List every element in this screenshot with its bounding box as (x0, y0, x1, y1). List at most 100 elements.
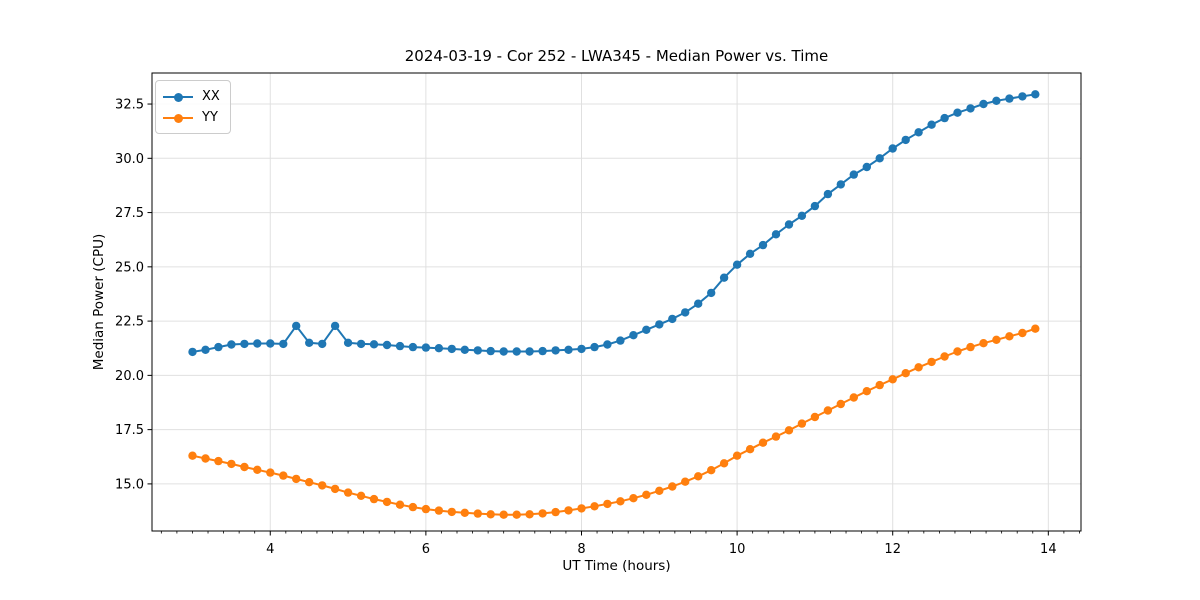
series-yy-marker (927, 357, 936, 367)
series-yy-marker (992, 335, 1001, 344)
series-xx-marker (330, 321, 340, 331)
series-xx-marker (875, 154, 884, 163)
series-yy-marker (862, 387, 871, 396)
series-yy-marker (253, 465, 262, 474)
series-xx-marker (771, 230, 781, 239)
x-tick-label: 8 (577, 542, 585, 557)
series-yy-marker (758, 438, 768, 447)
series-yy-marker (512, 510, 521, 519)
x-tick-label: 12 (884, 542, 901, 557)
series-xx-marker (447, 344, 456, 354)
series-yy-marker (681, 477, 690, 486)
series-xx-marker (914, 128, 923, 137)
series-yy-marker (707, 466, 716, 475)
series-xx-marker (369, 340, 379, 349)
series-yy-marker (694, 472, 703, 481)
series-xx-marker (486, 346, 495, 356)
series-yy-marker (279, 471, 288, 480)
series-xx-marker (745, 249, 755, 258)
series-xx-marker (408, 342, 418, 352)
series-yy-marker (227, 459, 236, 469)
series-xx-marker (434, 344, 444, 353)
y-tick-label: 22.5 (115, 315, 144, 330)
series-yy-marker (266, 468, 275, 477)
legend-label-yy: YY (202, 110, 218, 125)
series-xx-marker (966, 104, 975, 113)
series-yy-marker (473, 509, 482, 518)
series-yy-marker (914, 363, 923, 372)
series-yy-marker (966, 342, 975, 352)
series-xx-marker (784, 220, 794, 229)
series-yy-marker (564, 506, 573, 515)
series-xx-marker (836, 180, 845, 189)
series-yy-marker (434, 506, 444, 515)
series-xx-marker (240, 339, 249, 349)
series-xx-marker (343, 338, 353, 347)
series-yy-marker (668, 482, 677, 491)
y-axis-label: Median Power (CPU) (91, 233, 107, 371)
series-yy-marker (499, 510, 508, 519)
series-xx-marker (1005, 94, 1014, 103)
series-yy-marker (330, 484, 340, 494)
series-yy-marker (214, 456, 223, 466)
series-yy-marker (318, 481, 327, 490)
y-tick-label: 32.5 (115, 98, 144, 113)
series-xx-marker (525, 347, 534, 356)
series-yy-marker (382, 497, 392, 507)
series-yy-marker (395, 500, 405, 509)
series-yy-marker (408, 502, 418, 512)
series-xx-marker (668, 314, 677, 324)
plot-border (151, 72, 1082, 532)
series-yy-marker (369, 494, 379, 504)
series-yy-marker (356, 491, 366, 500)
series-xx-marker (732, 260, 742, 269)
x-tick-label: 4 (266, 542, 274, 557)
series-xx-marker (823, 189, 833, 199)
legend-label-xx: XX (202, 89, 220, 104)
series-yy-marker (849, 393, 858, 402)
series-yy-marker (771, 432, 781, 441)
series-yy-marker (577, 504, 586, 513)
series-xx-marker (292, 321, 301, 331)
series-xx-marker (201, 345, 210, 354)
series-xx-marker (655, 320, 664, 329)
y-tick-label: 15.0 (115, 477, 144, 492)
series-xx-line (192, 93, 1036, 353)
series-xx-marker (1031, 90, 1040, 99)
series-yy-marker (1018, 328, 1027, 338)
series-xx-marker (758, 240, 768, 250)
series-yy-marker (343, 488, 353, 497)
series-xx-marker (603, 340, 612, 349)
series-yy-marker (603, 499, 612, 509)
series-yy-marker (188, 451, 197, 460)
y-tick-label: 20.0 (115, 369, 144, 384)
series-yy-marker (447, 507, 456, 517)
x-tick-label: 10 (729, 542, 746, 557)
series-yy-marker (953, 347, 962, 356)
series-xx-marker (719, 273, 729, 282)
series-xx-marker (188, 347, 197, 357)
series-yy-marker (551, 507, 560, 517)
series-xx-marker (797, 211, 807, 220)
series-yy-marker (201, 454, 210, 463)
series-yy-marker (590, 502, 599, 511)
series-xx-marker (590, 342, 599, 352)
series-yy-marker (616, 497, 625, 506)
series-yy-marker (525, 510, 534, 519)
series-yy-marker (810, 412, 820, 422)
series-yy-marker (836, 399, 845, 409)
series-yy-marker (888, 375, 897, 384)
series-xx-marker (395, 341, 405, 351)
series-xx-marker (318, 339, 327, 349)
series-yy-marker (1005, 332, 1014, 341)
series-yy-marker (292, 474, 301, 484)
series-xx-marker (512, 347, 521, 356)
series-xx-marker (810, 201, 820, 211)
series-xx-marker (421, 343, 431, 352)
series-xx-marker (953, 108, 962, 117)
series-xx-marker (694, 299, 703, 308)
series-xx-marker (629, 331, 638, 340)
y-tick-label: 25.0 (115, 260, 144, 275)
series-xx-marker (382, 340, 392, 350)
